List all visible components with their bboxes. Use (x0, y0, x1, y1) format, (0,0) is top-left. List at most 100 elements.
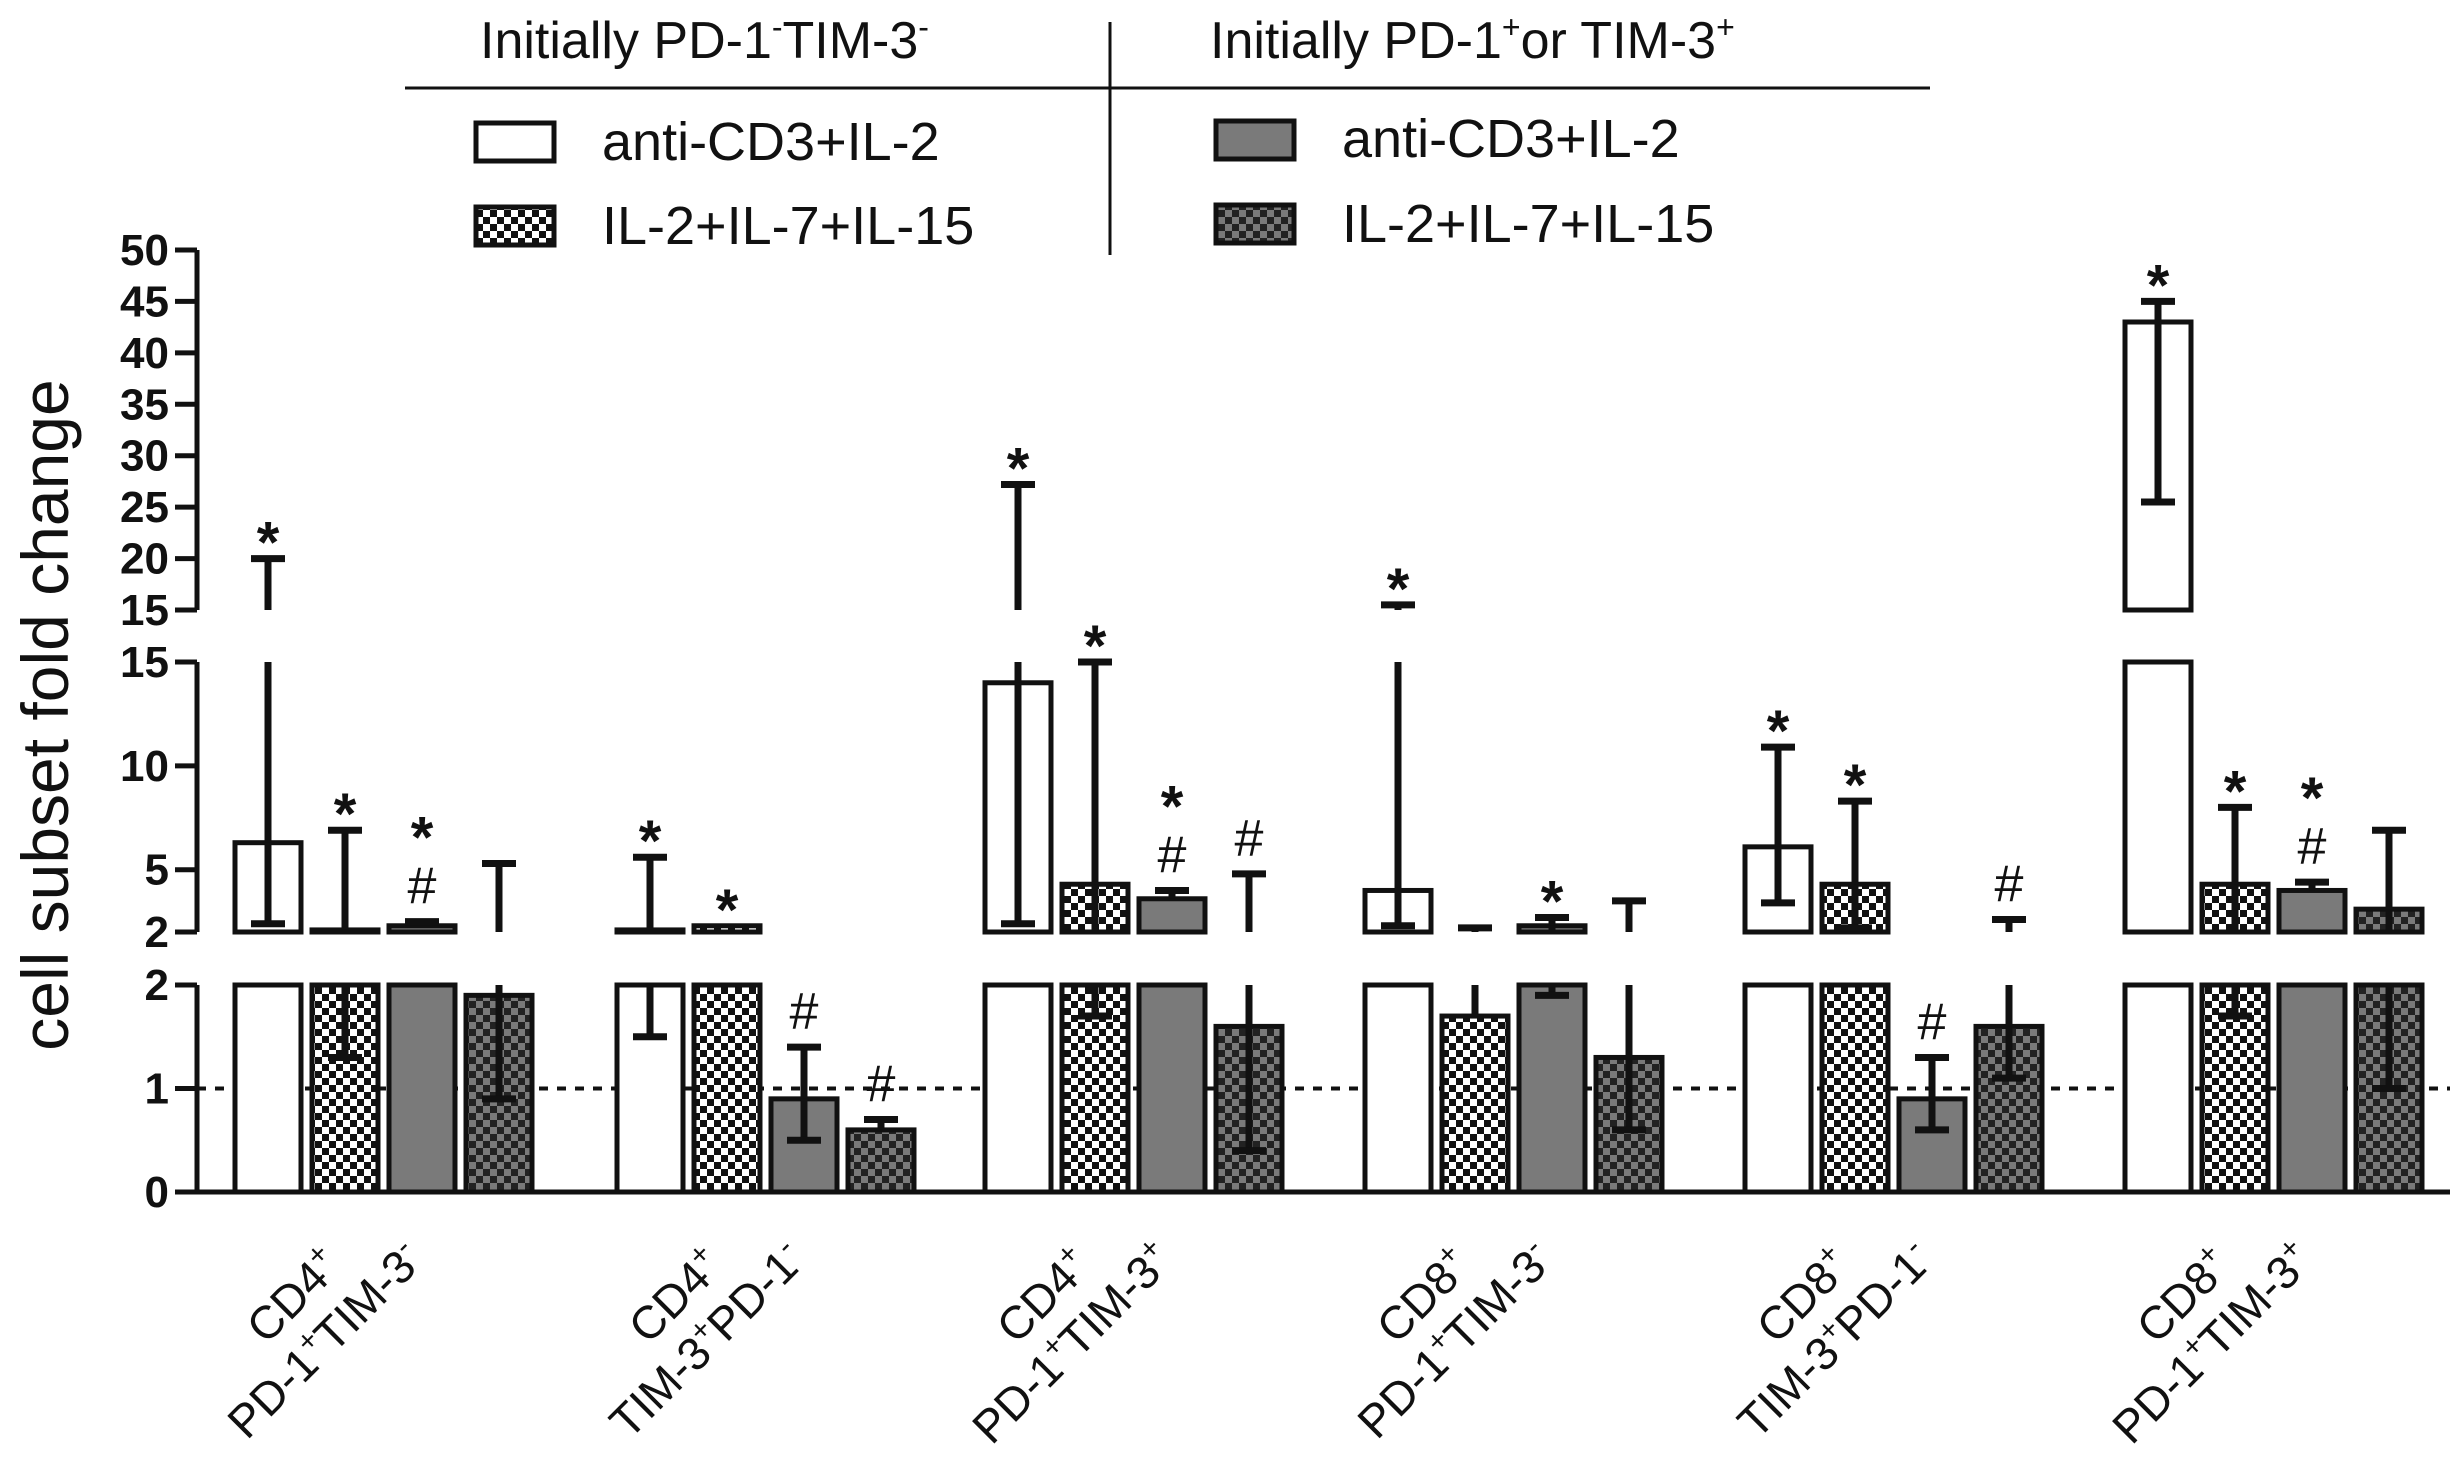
bar-group: # (1896, 993, 1968, 1195)
bar (232, 982, 304, 1195)
legend-swatch-2 (473, 204, 557, 248)
y-tick-label: 15 (120, 638, 169, 687)
significance-hash: # (1918, 993, 1947, 1051)
bar-group: * (2122, 253, 2194, 1195)
bar (691, 923, 763, 935)
bar-group: * (1059, 614, 1131, 1195)
x-axis-labels: CD4+PD-1+TIM-3- CD4+TIM-3+PD-1- CD4+PD-1+T… (217, 1231, 2310, 1453)
significance-star: * (1387, 557, 1410, 622)
bar-group: * (2199, 759, 2271, 1195)
bar (1819, 982, 1891, 1195)
category-label: CD8+PD-1+TIM-3- (1347, 1231, 1555, 1448)
y-tick-label: 10 (120, 742, 169, 791)
significance-hash: # (867, 1056, 896, 1114)
y-tick-label: 5 (145, 846, 169, 895)
y-tick-label: 1 (145, 1065, 169, 1114)
bar-group: #* (386, 806, 458, 1195)
bars: ********** *#*##**##*### (232, 253, 2425, 1195)
significance-hash: # (1158, 826, 1187, 884)
bar-group: * (982, 437, 1054, 1195)
y-tick-label: 15 (120, 586, 169, 635)
bar-group: * (614, 809, 686, 1195)
significance-star: * (1007, 437, 1030, 502)
legend-swatch-4 (1213, 202, 1297, 246)
legend-swatch-1 (473, 120, 557, 164)
legend-header-1: Initially PD-1-TIM-3- (480, 9, 929, 70)
significance-hash: # (2298, 818, 2327, 876)
significance-hash: # (1995, 856, 2024, 914)
category-label: CD8+PD-1+TIM-3+ (2102, 1231, 2310, 1453)
y-tick-label: 20 (120, 535, 169, 584)
significance-hash: # (408, 858, 437, 916)
y-tick-label: 0 (145, 1168, 169, 1217)
significance-star: * (1541, 869, 1564, 934)
bar (1516, 982, 1588, 1195)
bar (2122, 982, 2194, 1195)
bar-group (463, 859, 535, 1195)
significance-star: * (1161, 774, 1184, 839)
bar (1362, 982, 1434, 1195)
bar (2276, 887, 2348, 935)
bar-group (1593, 897, 1665, 1195)
bar-group: # (1973, 856, 2045, 1195)
bar-group: * (1516, 869, 1588, 1195)
category-label: CD8+TIM-3+PD-1- (1727, 1231, 1935, 1448)
legend-swatch-3 (1213, 118, 1297, 162)
bar-group: # (845, 1056, 917, 1195)
y-tick-label: 30 (120, 432, 169, 481)
significance-star: * (639, 809, 662, 874)
category-label: CD4+TIM-3+PD-1- (599, 1231, 807, 1448)
bar (982, 982, 1054, 1195)
y-tick-label: 45 (120, 277, 169, 326)
bar-group: * (691, 878, 763, 1195)
significance-star: * (2224, 759, 2247, 824)
category-label: CD4+PD-1+TIM-3- (217, 1231, 425, 1448)
bar-group: * (1742, 699, 1814, 1195)
bar (1136, 896, 1208, 935)
y-tick-label: 2 (145, 908, 169, 957)
significance-star: * (716, 878, 739, 943)
bar (691, 982, 763, 1195)
significance-star: * (334, 782, 357, 847)
bar-group: * (1819, 753, 1891, 1195)
bar-group (1439, 924, 1511, 1195)
y-tick-label: 25 (120, 483, 169, 532)
significance-star: * (1844, 753, 1867, 818)
bar (845, 1127, 917, 1195)
y-tick-label: 35 (120, 380, 169, 429)
legend: Initially PD-1-TIM-3- Initially PD-1+or … (405, 9, 1930, 256)
bar-group: * (232, 511, 304, 1195)
y-tick-label: 2 (145, 961, 169, 1010)
bar-group: # (1213, 810, 1285, 1195)
bar (1742, 982, 1814, 1195)
bar (2276, 982, 2348, 1195)
category-label: CD4+PD-1+TIM-3+ (962, 1231, 1170, 1453)
significance-star: * (257, 511, 280, 576)
significance-hash: # (790, 983, 819, 1041)
legend-label-3: anti-CD3+IL-2 (1342, 109, 1680, 169)
significance-star: * (1767, 699, 1790, 764)
bar-group: #* (1136, 774, 1208, 1195)
significance-hash: # (1235, 810, 1264, 868)
y-axis-label: cell subset fold change (8, 379, 82, 1050)
legend-label-1: anti-CD3+IL-2 (602, 112, 940, 172)
bar-group (2353, 826, 2425, 1195)
bar-group: # (768, 983, 840, 1195)
bar-group: #* (2276, 766, 2348, 1195)
significance-star: * (2147, 253, 2170, 318)
significance-star: * (1084, 614, 1107, 679)
bar-group: * (309, 782, 381, 1195)
bar-group: * (1362, 557, 1434, 1195)
bar (1136, 982, 1208, 1195)
legend-header-2: Initially PD-1+or TIM-3+ (1210, 9, 1735, 70)
significance-star: * (411, 806, 434, 871)
significance-star: * (2301, 766, 2324, 831)
bar (1439, 1013, 1511, 1195)
legend-label-2: IL-2+IL-7+IL-15 (602, 196, 974, 256)
y-tick-label: 40 (120, 329, 169, 378)
bar (2122, 659, 2194, 935)
bar (386, 982, 458, 1195)
bar (386, 923, 458, 935)
